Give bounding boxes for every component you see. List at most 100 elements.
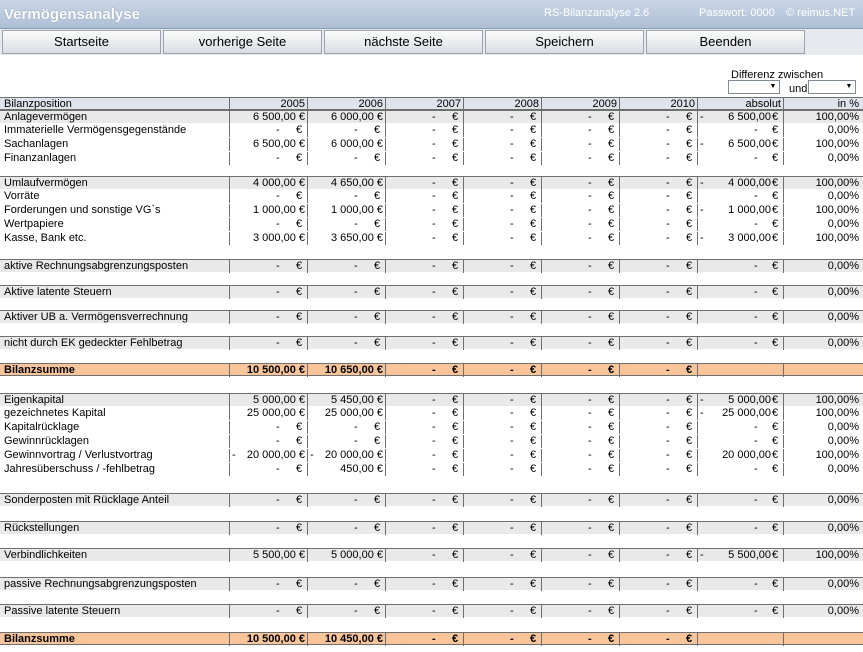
value-cell[interactable]: - € xyxy=(463,394,541,407)
value-cell[interactable]: 5 500,00 € xyxy=(229,549,307,562)
value-cell[interactable]: 5 450,00 € xyxy=(307,394,385,407)
value-cell[interactable]: - € xyxy=(541,633,619,646)
value-cell[interactable]: - € xyxy=(385,633,463,646)
value-cell[interactable]: - € xyxy=(463,204,541,217)
value-cell[interactable]: - € xyxy=(619,449,697,462)
value-cell[interactable]: - € xyxy=(619,111,697,124)
value-cell[interactable]: - € xyxy=(619,311,697,324)
value-cell[interactable]: - € xyxy=(541,494,619,507)
value-cell[interactable]: - € xyxy=(307,605,385,618)
save-button[interactable]: Speichern xyxy=(485,30,644,54)
value-cell[interactable]: - € xyxy=(541,232,619,245)
value-cell[interactable]: - € xyxy=(385,177,463,190)
value-cell[interactable]: - € xyxy=(619,605,697,618)
value-cell[interactable]: - € xyxy=(229,605,307,618)
value-cell[interactable]: - € xyxy=(385,218,463,231)
value-cell[interactable]: - € xyxy=(463,449,541,462)
value-cell[interactable]: - € xyxy=(619,463,697,476)
value-cell[interactable]: - € xyxy=(463,605,541,618)
value-cell[interactable]: - € xyxy=(463,435,541,448)
value-cell[interactable]: - € xyxy=(463,260,541,273)
value-cell[interactable]: 6 500,00 € xyxy=(229,111,307,124)
value-cell[interactable]: - € xyxy=(541,394,619,407)
value-cell[interactable]: - € xyxy=(541,421,619,434)
value-cell[interactable]: - € xyxy=(541,124,619,137)
value-cell[interactable]: - € xyxy=(463,337,541,350)
value-cell[interactable]: - € xyxy=(307,286,385,299)
value-cell[interactable]: - € xyxy=(307,421,385,434)
exit-button[interactable]: Beenden xyxy=(646,30,805,54)
value-cell[interactable]: - € xyxy=(463,152,541,165)
value-cell[interactable]: - € xyxy=(541,522,619,535)
value-cell[interactable]: - € xyxy=(385,449,463,462)
value-cell[interactable]: - € xyxy=(541,364,619,377)
value-cell[interactable]: - € xyxy=(619,522,697,535)
start-button[interactable]: Startseite xyxy=(2,30,161,54)
value-cell[interactable]: - € xyxy=(385,463,463,476)
next-page-button[interactable]: nächste Seite xyxy=(324,30,483,54)
value-cell[interactable]: - € xyxy=(463,111,541,124)
value-cell[interactable]: - € xyxy=(541,218,619,231)
value-cell[interactable]: - € xyxy=(229,522,307,535)
value-cell[interactable]: - € xyxy=(307,218,385,231)
value-cell[interactable]: - € xyxy=(385,407,463,420)
value-cell[interactable]: - € xyxy=(385,364,463,377)
value-cell[interactable]: - € xyxy=(541,463,619,476)
value-cell[interactable]: 4 000,00 € xyxy=(229,177,307,190)
value-cell[interactable]: - € xyxy=(229,463,307,476)
value-cell[interactable]: - € xyxy=(619,578,697,591)
value-cell[interactable]: 10 500,00 € xyxy=(229,364,307,377)
value-cell[interactable]: 10 450,00 € xyxy=(307,633,385,646)
value-cell[interactable]: - € xyxy=(619,204,697,217)
value-cell[interactable]: - € xyxy=(385,522,463,535)
value-cell[interactable]: - € xyxy=(385,190,463,203)
value-cell[interactable]: - € xyxy=(463,286,541,299)
value-cell[interactable]: - € xyxy=(541,111,619,124)
value-cell[interactable]: - € xyxy=(541,449,619,462)
value-cell[interactable]: 5 000,00 € xyxy=(229,394,307,407)
value-cell[interactable]: - € xyxy=(385,494,463,507)
value-cell[interactable]: - € xyxy=(619,232,697,245)
value-cell[interactable]: 5 000,00 € xyxy=(307,549,385,562)
value-cell[interactable]: 6 000,00 € xyxy=(307,138,385,151)
value-cell[interactable]: - € xyxy=(229,124,307,137)
value-cell[interactable]: 25 000,00 € xyxy=(229,407,307,420)
value-cell[interactable]: - € xyxy=(385,337,463,350)
value-cell[interactable]: - € xyxy=(619,260,697,273)
value-cell[interactable]: - € xyxy=(541,286,619,299)
value-cell[interactable]: 1 000,00 € xyxy=(229,204,307,217)
value-cell[interactable]: - € xyxy=(619,218,697,231)
value-cell[interactable]: - € xyxy=(385,578,463,591)
value-cell[interactable]: - € xyxy=(619,421,697,434)
diff-year1-select[interactable]: ▼ xyxy=(728,80,780,94)
value-cell[interactable]: - € xyxy=(619,177,697,190)
value-cell[interactable]: 3 650,00 € xyxy=(307,232,385,245)
value-cell[interactable]: - € xyxy=(463,218,541,231)
value-cell[interactable]: - € xyxy=(463,578,541,591)
value-cell[interactable]: - € xyxy=(619,138,697,151)
value-cell[interactable]: - € xyxy=(463,138,541,151)
value-cell[interactable]: - € xyxy=(307,494,385,507)
value-cell[interactable]: - € xyxy=(541,435,619,448)
value-cell[interactable]: - € xyxy=(385,549,463,562)
value-cell[interactable]: - € xyxy=(229,286,307,299)
value-cell[interactable]: - € xyxy=(229,260,307,273)
value-cell[interactable]: - € xyxy=(463,549,541,562)
value-cell[interactable]: - € xyxy=(463,232,541,245)
value-cell[interactable]: - € xyxy=(541,190,619,203)
value-cell[interactable]: - € xyxy=(385,260,463,273)
value-cell[interactable]: 3 000,00 € xyxy=(229,232,307,245)
value-cell[interactable]: - € xyxy=(541,605,619,618)
value-cell[interactable]: - € xyxy=(307,190,385,203)
value-cell[interactable]: - € xyxy=(541,204,619,217)
value-cell[interactable]: - € xyxy=(463,364,541,377)
value-cell[interactable]: - € xyxy=(229,494,307,507)
value-cell[interactable]: - € xyxy=(619,286,697,299)
value-cell[interactable]: - € xyxy=(307,124,385,137)
value-cell[interactable]: - € xyxy=(385,311,463,324)
value-cell[interactable]: 450,00 € xyxy=(307,463,385,476)
value-cell[interactable]: - € xyxy=(463,463,541,476)
prev-page-button[interactable]: vorherige Seite xyxy=(163,30,322,54)
value-cell[interactable]: - € xyxy=(541,549,619,562)
value-cell[interactable]: - € xyxy=(619,494,697,507)
